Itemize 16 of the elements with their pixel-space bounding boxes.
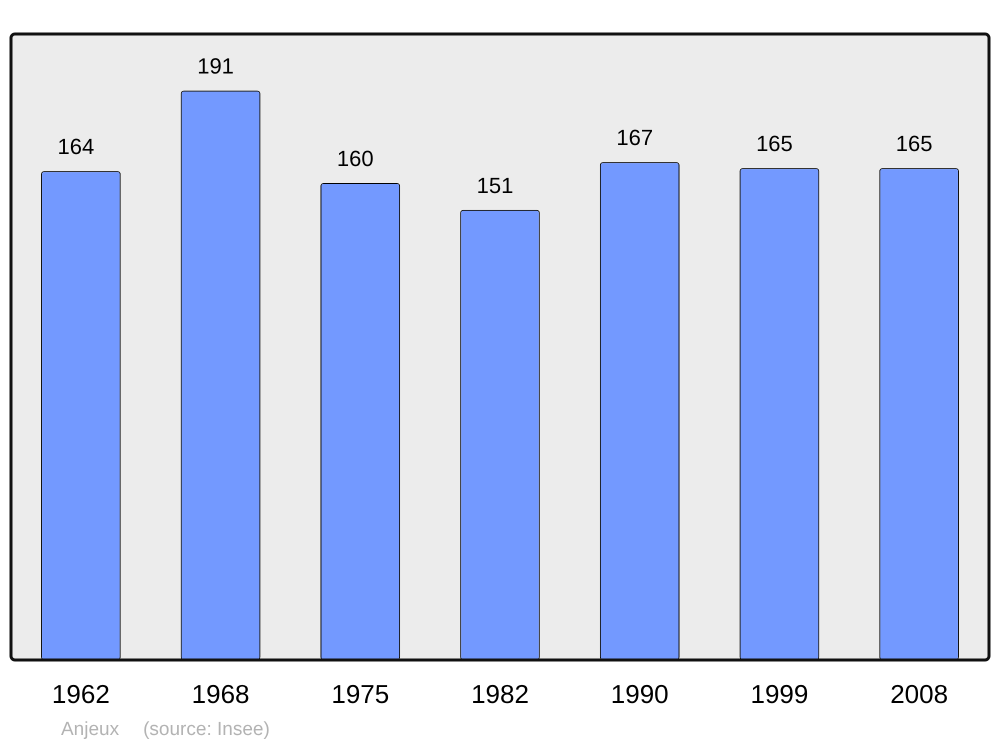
x-tick-label: 1999 xyxy=(750,678,808,709)
data-label: 165 xyxy=(756,131,793,156)
x-tick-label: 1990 xyxy=(610,678,669,709)
x-tick-label: 1968 xyxy=(192,678,250,709)
data-label: 160 xyxy=(336,146,374,172)
x-tick-label: 2008 xyxy=(890,678,948,709)
data-label: 164 xyxy=(58,134,94,160)
text: Anjeux xyxy=(61,719,120,740)
x-tick-label: 1975 xyxy=(331,678,390,709)
data-label: 167 xyxy=(616,125,654,150)
x-tick-label: 1962 xyxy=(52,678,110,709)
x-tick-label: 1982 xyxy=(471,678,529,709)
data-label: 191 xyxy=(197,54,234,79)
data-label: 165 xyxy=(896,131,932,156)
data-label: 151 xyxy=(476,172,514,198)
text: (source: Insee) xyxy=(143,719,270,740)
